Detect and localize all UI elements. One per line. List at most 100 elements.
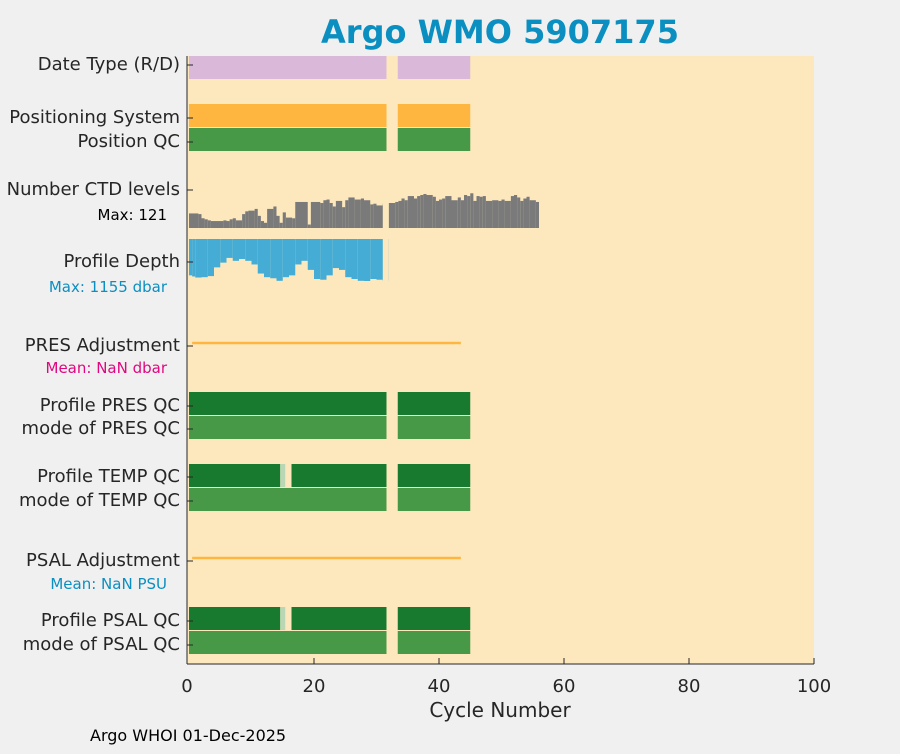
ctd-levels-bar <box>348 197 355 228</box>
ctd-levels-bar <box>504 200 511 228</box>
ctd-levels-bar <box>467 196 471 228</box>
ctd-levels-bar <box>373 203 377 228</box>
ctd-levels-bar <box>426 195 433 228</box>
ctd-levels-bar <box>442 198 446 228</box>
profile-depth-bar <box>226 239 233 258</box>
ctd-levels-bar <box>201 218 205 228</box>
ctd-levels-bar <box>345 200 349 228</box>
row-n_ctd_levels <box>189 185 539 229</box>
profile-depth-bar <box>201 239 208 278</box>
profile-depth-bar <box>195 239 202 278</box>
ctd-levels-bar <box>257 215 261 228</box>
profile-depth-bar <box>295 239 302 265</box>
ctd-levels-bar <box>510 196 514 228</box>
row-label: mode of TEMP QC <box>19 490 180 511</box>
row-label: PRES Adjustment <box>25 335 180 356</box>
positioning-system-bar <box>189 104 387 127</box>
x-tick-label: 0 <box>181 676 192 697</box>
positioning-system-bar <box>397 104 471 127</box>
row-sublabel: Mean: NaN PSU <box>50 575 167 593</box>
profile-temp-qc-bar <box>397 464 471 487</box>
ctd-levels-bar <box>232 218 236 228</box>
profile-depth-bar <box>364 239 371 281</box>
ctd-levels-bar <box>473 200 477 228</box>
ctd-levels-bar <box>360 198 364 228</box>
ctd-levels-bar <box>279 222 283 228</box>
profile-depth-bar <box>345 239 352 278</box>
ctd-levels-bar <box>276 215 280 228</box>
ctd-levels-bar <box>432 196 436 228</box>
profile-depth-bar <box>207 239 214 277</box>
ctd-levels-bar <box>476 196 480 228</box>
date-type-bar <box>189 56 387 79</box>
row-sublabel: Max: 1155 dbar <box>49 278 168 296</box>
x-axis-label: Cycle Number <box>429 698 571 722</box>
ctd-levels-bar <box>310 201 321 228</box>
row-sublabel: Mean: NaN dbar <box>46 359 168 377</box>
ctd-levels-bar <box>229 219 233 228</box>
ctd-levels-bar <box>404 200 408 228</box>
ctd-levels-bar <box>204 219 208 228</box>
position-qc-bar <box>397 128 471 151</box>
ctd-levels-bar <box>326 199 330 228</box>
profile-depth-bar <box>326 239 333 276</box>
x-tick-label: 60 <box>553 676 576 697</box>
ctd-levels-bar <box>332 206 336 228</box>
row-sublabel: Max: 121 <box>98 206 167 224</box>
ctd-levels-bar <box>451 200 458 228</box>
ctd-levels-bar <box>395 201 399 228</box>
ctd-levels-bar <box>282 212 286 228</box>
ctd-levels-bar <box>260 221 264 228</box>
ctd-levels-bar <box>267 208 274 228</box>
ctd-levels-bar <box>492 200 499 228</box>
ctd-levels-bar <box>417 196 421 228</box>
ctd-levels-bar <box>376 205 383 228</box>
profile-depth-bar <box>264 239 271 278</box>
profile-depth-bar <box>214 239 221 268</box>
x-tick-label: 100 <box>797 676 831 697</box>
mode-psal-qc-bar <box>189 631 387 654</box>
profile-depth-bar <box>220 239 227 263</box>
chart-title: Argo WMO 5907175 <box>321 13 679 51</box>
ctd-levels-bar <box>210 221 224 228</box>
profile-psal-qc-bar <box>189 607 281 630</box>
ctd-levels-bar <box>529 200 536 228</box>
ctd-levels-bar <box>414 198 418 228</box>
row-profile_pres_qc <box>189 392 471 415</box>
profile-depth-bar <box>332 239 339 269</box>
profile-depth-bar <box>320 239 327 280</box>
profile-depth-bar <box>376 239 383 280</box>
ctd-levels-bar <box>464 195 468 228</box>
ctd-levels-bar <box>517 197 521 228</box>
row-positioning_system <box>189 104 471 127</box>
row-profile_temp_qc <box>189 464 471 487</box>
row-label: Profile TEMP QC <box>37 466 180 487</box>
ctd-levels-bar <box>207 220 211 228</box>
ctd-levels-bar <box>335 200 343 228</box>
profile-pres-qc-bar <box>189 392 387 415</box>
mode-pres-qc-bar <box>397 416 471 439</box>
ctd-levels-bar <box>254 208 258 228</box>
ctd-levels-bar <box>535 201 539 228</box>
ctd-levels-bar <box>479 196 483 228</box>
ctd-levels-bar <box>264 222 268 228</box>
ctd-levels-bar <box>420 195 424 228</box>
ctd-levels-bar <box>292 218 296 228</box>
ctd-levels-bar <box>526 196 530 228</box>
ctd-levels-bar <box>407 196 414 228</box>
ctd-levels-bar <box>401 198 405 228</box>
profile-depth-bar <box>339 239 346 270</box>
profile-temp-qc-bar <box>189 464 281 487</box>
profile-depth-bar <box>289 239 296 276</box>
ctd-levels-bar <box>226 221 230 228</box>
ctd-levels-bar <box>354 199 361 228</box>
date-type-bar <box>397 56 471 79</box>
ctd-levels-bar <box>307 224 311 228</box>
profile-depth-bar <box>251 239 258 265</box>
ctd-levels-bar <box>248 210 255 228</box>
qc-missing-marker <box>280 464 286 487</box>
missing-cycle-gap <box>382 238 389 282</box>
ctd-levels-bar <box>470 193 474 228</box>
profile-depth-bar <box>307 239 314 270</box>
